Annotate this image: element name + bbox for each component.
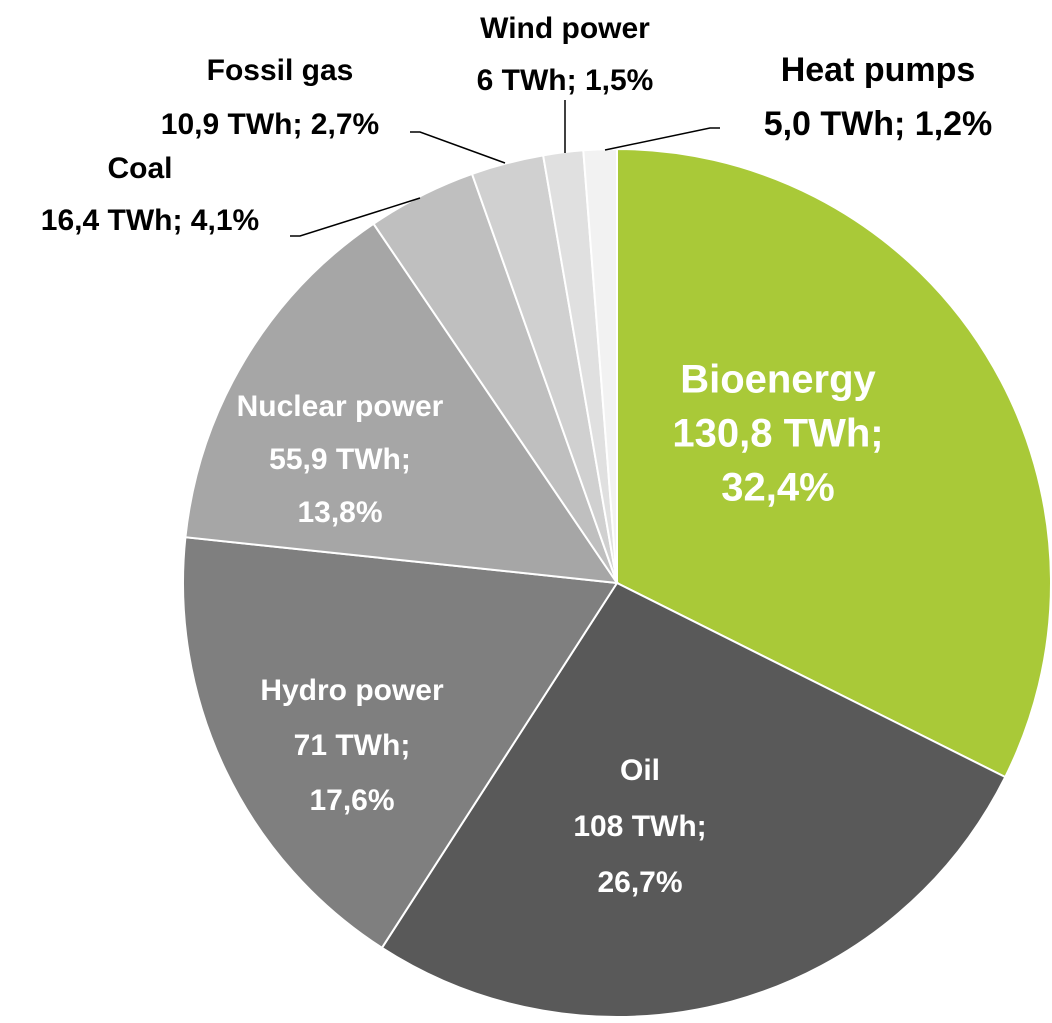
value-label: 130,8 TWh; bbox=[672, 412, 883, 456]
value-label: 13,8% bbox=[297, 496, 382, 529]
value-label: 26,7% bbox=[597, 866, 682, 899]
pie-slice bbox=[380, 581, 1007, 1018]
slice-label: Coal bbox=[107, 152, 172, 185]
value-label: 10,9 TWh; 2,7% bbox=[161, 108, 379, 141]
value-label: 32,4% bbox=[721, 466, 834, 510]
pie-slice bbox=[582, 147, 618, 584]
slice-label: Hydro power bbox=[260, 674, 444, 707]
value-label: 16,4 TWh; 4,1% bbox=[41, 204, 259, 237]
value-label: 55,9 TWh; bbox=[269, 443, 411, 476]
leader-line bbox=[604, 127, 720, 151]
slice-label: Heat pumps bbox=[781, 51, 976, 89]
pie-slice bbox=[182, 536, 619, 950]
value-label: 5,0 TWh; 1,2% bbox=[764, 105, 993, 143]
leader-line bbox=[290, 197, 421, 237]
pie-slice bbox=[616, 147, 1052, 779]
slice-label: Nuclear power bbox=[237, 390, 444, 423]
value-label: 71 TWh; bbox=[294, 729, 411, 762]
pie-slice bbox=[184, 222, 620, 585]
slice-label: Bioenergy bbox=[680, 358, 876, 402]
slice-label: Wind power bbox=[480, 12, 650, 45]
value-label: 108 TWh; bbox=[573, 810, 706, 843]
value-label: 6 TWh; 1,5% bbox=[477, 64, 654, 97]
slice-label: Oil bbox=[620, 754, 660, 787]
value-label: 17,6% bbox=[309, 784, 394, 817]
leader-line bbox=[410, 131, 506, 164]
slice-label: Fossil gas bbox=[207, 54, 354, 87]
